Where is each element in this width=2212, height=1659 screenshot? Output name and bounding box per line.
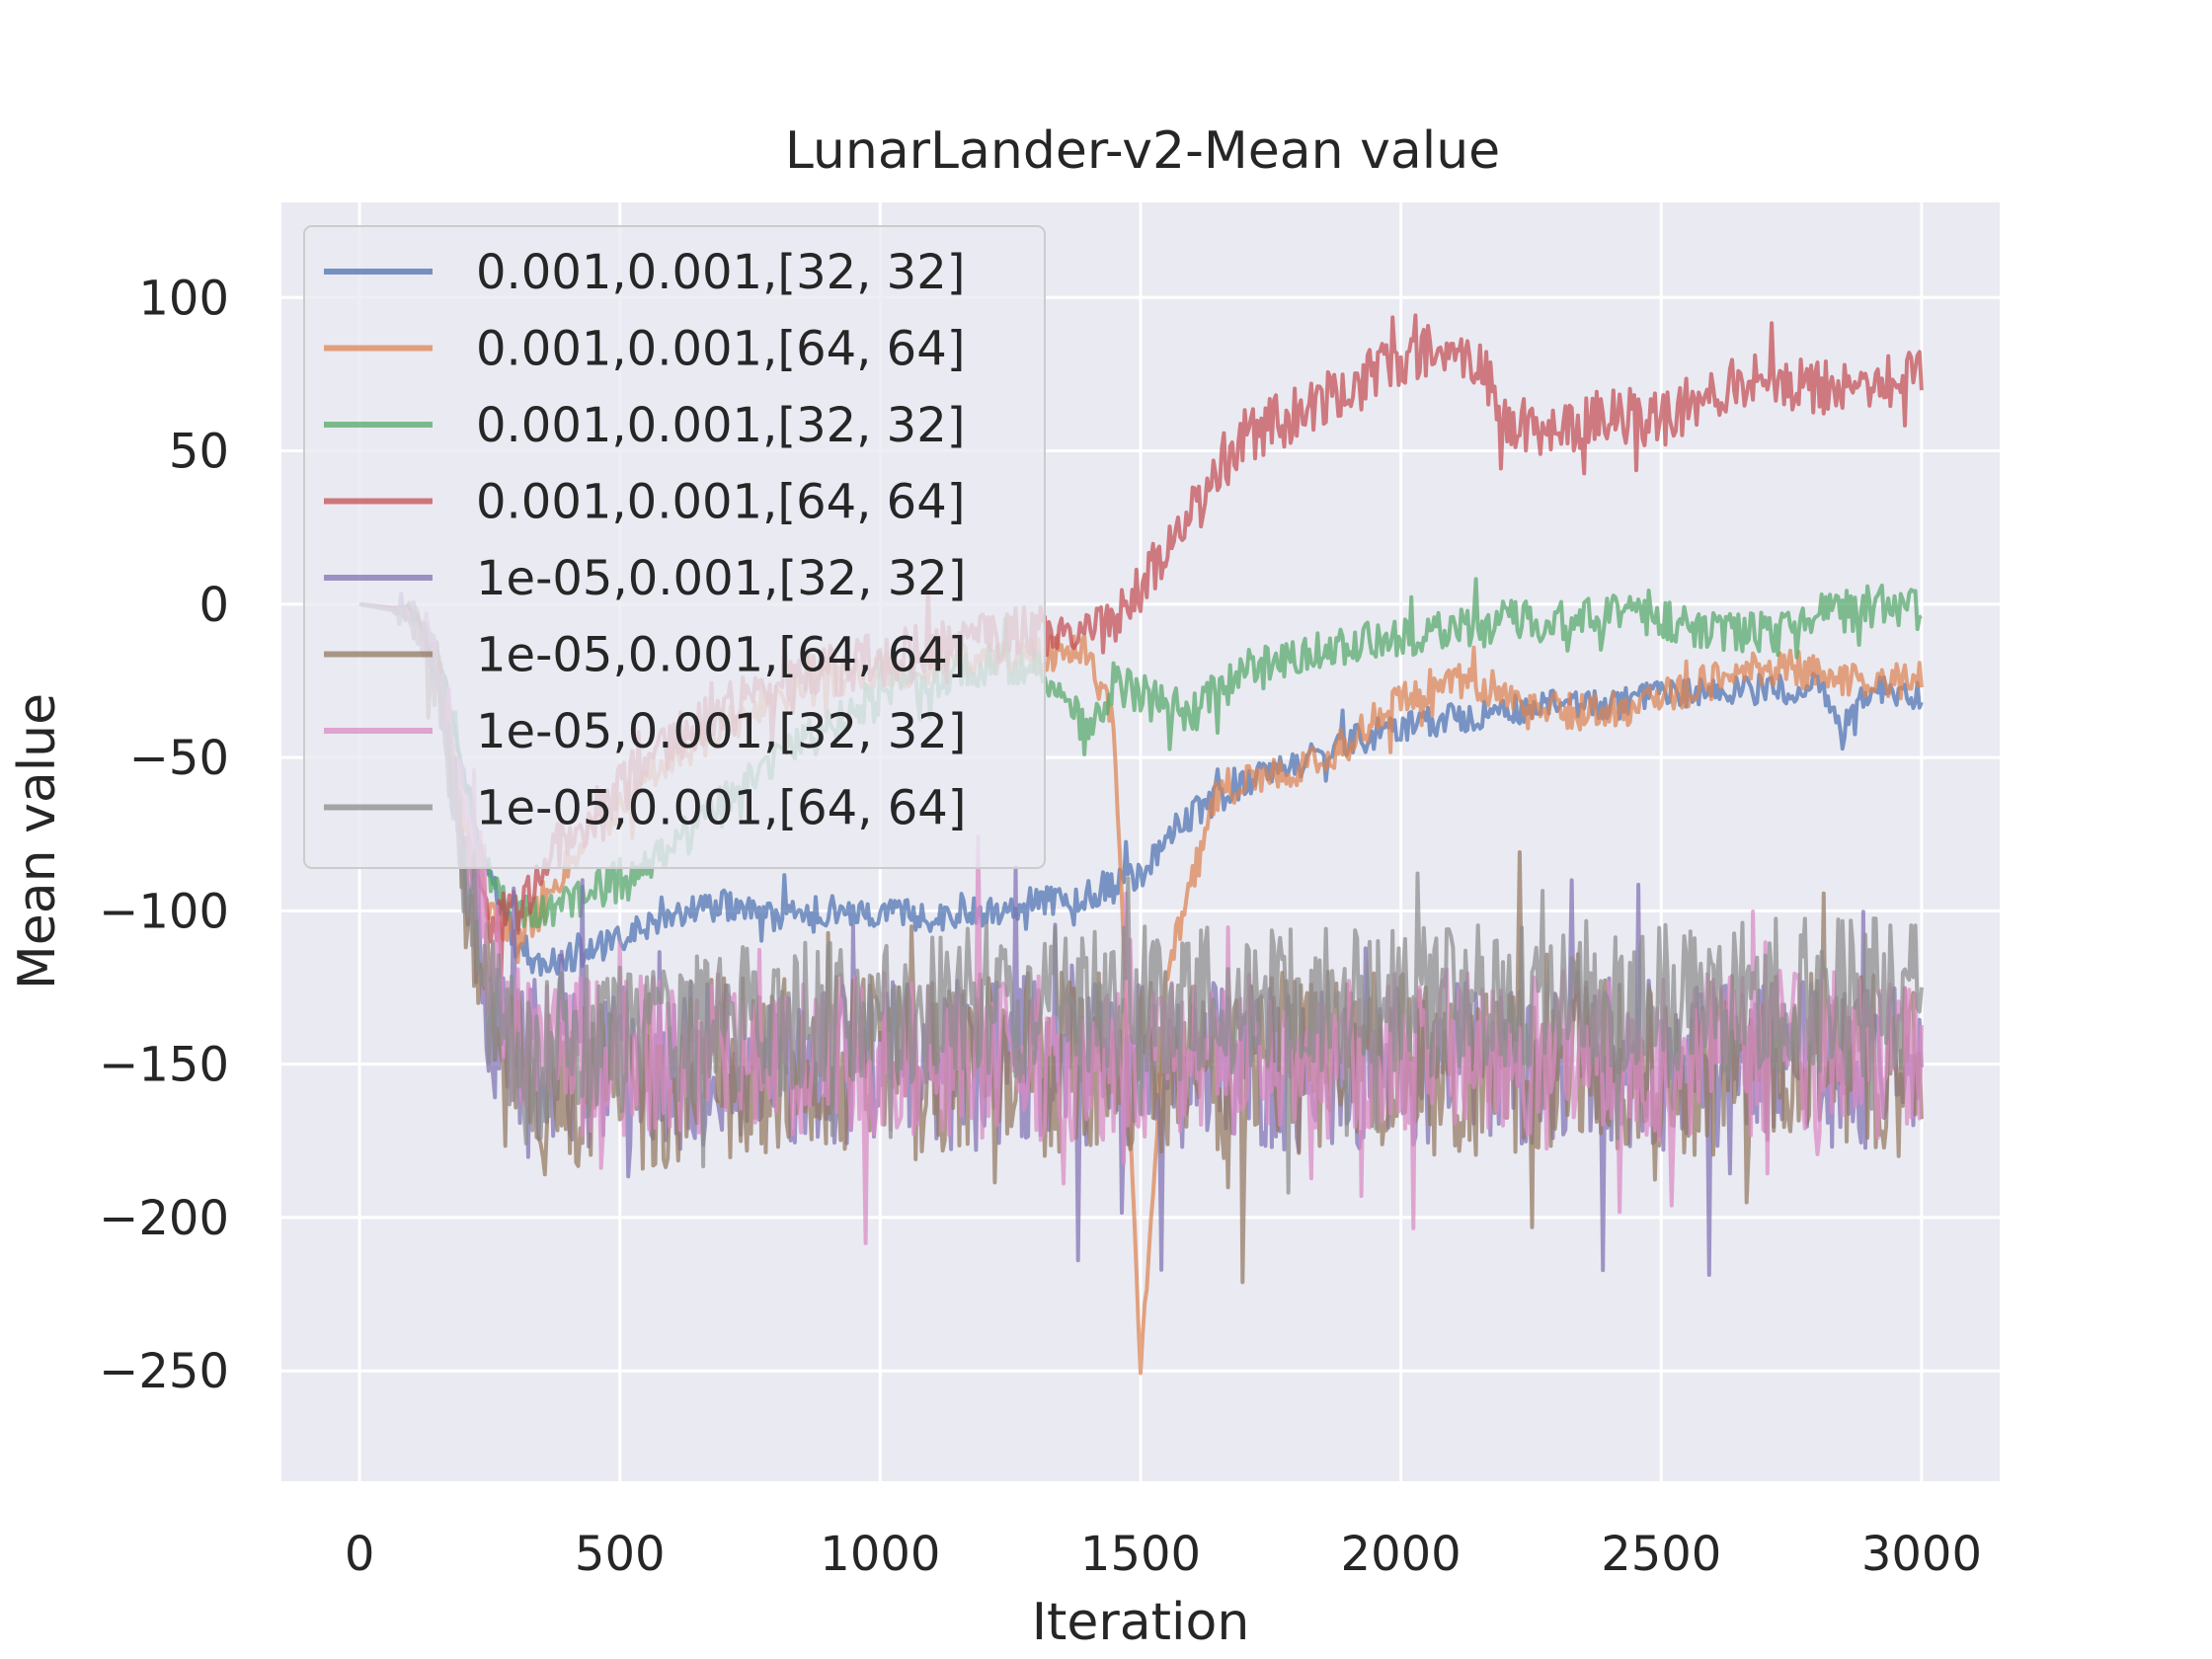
y-tick-label: 50 <box>169 425 229 480</box>
y-axis-label: Mean value <box>8 693 67 989</box>
legend-label-8: 1e-05,0.001,[64, 64] <box>476 781 967 836</box>
x-tick-label: 2000 <box>1341 1527 1462 1582</box>
legend-label-3: 0.001,0.001,[32, 32] <box>476 398 965 453</box>
x-axis-label: Iteration <box>1032 1593 1250 1652</box>
y-tick-label: −50 <box>129 731 229 786</box>
y-tick-label: 0 <box>198 578 229 633</box>
legend-label-6: 1e-05,0.001,[64, 64] <box>476 628 967 683</box>
y-tick-label: −200 <box>99 1191 229 1246</box>
legend-label-7: 1e-05,0.001,[32, 32] <box>476 704 967 759</box>
x-tick-label: 1000 <box>820 1527 940 1582</box>
legend-label-5: 1e-05,0.001,[32, 32] <box>476 551 967 606</box>
legend-label-2: 0.001,0.001,[64, 64] <box>476 322 965 377</box>
legend-label-4: 0.001,0.001,[64, 64] <box>476 475 965 530</box>
tick-labels: 0 500 1000 1500 2000 2500 3000100500−50−100−15… <box>99 271 1982 1582</box>
series-line-8 <box>358 599 1924 1195</box>
x-tick-label: 0 <box>345 1527 375 1582</box>
y-tick-label: −250 <box>99 1344 229 1399</box>
x-tick-label: 1500 <box>1080 1527 1201 1582</box>
chart-title: LunarLander-v2-Mean value <box>785 121 1500 181</box>
legend: 0.001,0.001,[32, 32] 0.001,0.001,[64, 64]… <box>303 225 1046 869</box>
y-tick-label: −150 <box>99 1038 229 1093</box>
legend-label-1: 0.001,0.001,[32, 32] <box>476 245 965 300</box>
x-tick-label: 3000 <box>1861 1527 1982 1582</box>
legend-box <box>303 225 1046 869</box>
y-tick-label: −100 <box>99 884 229 939</box>
x-tick-label: 500 <box>575 1527 666 1582</box>
y-tick-label: 100 <box>138 271 229 326</box>
x-tick-label: 2500 <box>1601 1527 1721 1582</box>
